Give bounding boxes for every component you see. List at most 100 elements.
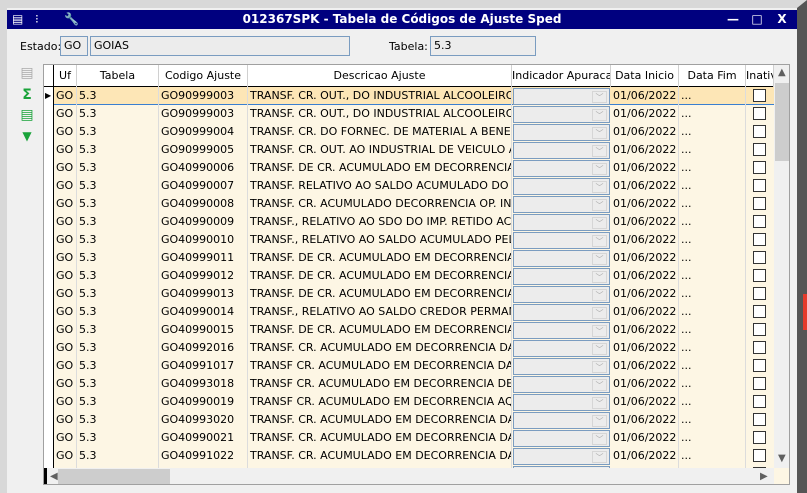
cell-data-fim[interactable]: ... (679, 231, 746, 249)
cell-descricao-ajuste[interactable]: TRANSF. CR. ACUMULADO DECORRENCIA OP. IN… (248, 195, 512, 213)
cell-descricao-ajuste[interactable]: TRANSF., RELATIVO AO SALDO ACUMULADO PEL… (248, 231, 512, 249)
cell-uf[interactable]: GO (54, 393, 77, 411)
inativo-checkbox[interactable] (753, 215, 766, 228)
column-header-data-inicio[interactable]: Data Inicio (611, 65, 679, 87)
cell-tabela[interactable]: 5.3 (77, 321, 159, 339)
chevron-down-icon[interactable]: ﹀ (592, 289, 607, 301)
chevron-down-icon[interactable]: ﹀ (592, 433, 607, 445)
cell-descricao-ajuste[interactable]: TRANSF., RELATIVO AO SDO DO IMP. RETIDO … (248, 213, 512, 231)
cell-data-fim[interactable]: ... (679, 411, 746, 429)
inativo-checkbox[interactable] (753, 359, 766, 372)
cell-data-inicio[interactable]: 01/06/2022 (611, 141, 679, 159)
inativo-checkbox[interactable] (753, 449, 766, 462)
row-indicator[interactable] (44, 249, 54, 267)
scroll-left-icon[interactable]: ◀ (50, 471, 58, 482)
cell-codigo-ajuste[interactable]: GO40992016 (159, 339, 248, 357)
cell-data-inicio[interactable]: 01/06/2022 (611, 249, 679, 267)
chevron-down-icon[interactable]: ﹀ (592, 361, 607, 373)
cell-tabela[interactable]: 5.3 (77, 339, 159, 357)
row-indicator[interactable] (44, 303, 54, 321)
cell-descricao-ajuste[interactable]: TRANSF. CR. DO FORNEC. DE MATERIAL A BEN… (248, 123, 512, 141)
cell-codigo-ajuste[interactable]: GO40999012 (159, 267, 248, 285)
cell-codigo-ajuste[interactable]: GO40990021 (159, 429, 248, 447)
cell-uf[interactable]: GO (54, 87, 77, 105)
cell-tabela[interactable]: 5.3 (77, 429, 159, 447)
indicador-apuracao-select[interactable]: ﹀ (513, 448, 610, 465)
indicador-apuracao-select[interactable]: ﹀ (513, 394, 610, 411)
cell-tabela[interactable]: 5.3 (77, 123, 159, 141)
cell-data-fim[interactable]: ... (679, 105, 746, 123)
chevron-down-icon[interactable]: ﹀ (592, 397, 607, 409)
cell-codigo-ajuste[interactable]: GO90999003 (159, 105, 248, 123)
indicador-apuracao-select[interactable]: ﹀ (513, 214, 610, 231)
table-row[interactable]: GO 5.3 GO90999005 TRANSF. CR. OUT. AO INDUS… (44, 141, 774, 159)
cell-data-fim[interactable]: ... (679, 393, 746, 411)
tabela-field[interactable]: 5.3 (430, 36, 536, 56)
inativo-checkbox[interactable] (753, 305, 766, 318)
cell-uf[interactable]: GO (54, 231, 77, 249)
cell-descricao-ajuste[interactable]: TRANSF. DE CR. ACUMULADO EM DECORRENCIA … (248, 249, 512, 267)
horizontal-scroll-thumb[interactable] (58, 469, 170, 484)
inativo-checkbox[interactable] (753, 233, 766, 246)
cell-data-inicio[interactable]: 01/06/2022 (611, 411, 679, 429)
cell-data-inicio[interactable]: 01/06/2022 (611, 303, 679, 321)
table-row[interactable]: GO 5.3 GO40991017 TRANSF CR. ACUMULADO EM D… (44, 357, 774, 375)
indicador-apuracao-select[interactable]: ﹀ (513, 358, 610, 375)
cell-descricao-ajuste[interactable]: TRANSF. DE CR. ACUMULADO EM DECORRENCIA … (248, 267, 512, 285)
cell-descricao-ajuste[interactable]: TRANSF. CR. ACUMULADO EM DECORRENCIA DA … (248, 447, 512, 465)
indicador-apuracao-select[interactable]: ﹀ (513, 322, 610, 339)
inativo-checkbox[interactable] (753, 269, 766, 282)
chevron-down-icon[interactable]: ﹀ (592, 145, 607, 157)
cell-uf[interactable]: GO (54, 447, 77, 465)
row-indicator[interactable] (44, 321, 54, 339)
indicador-apuracao-select[interactable]: ﹀ (513, 304, 610, 321)
horizontal-scrollbar[interactable]: ◀ ▶ (44, 468, 774, 484)
table-row[interactable]: GO 5.3 GO40990007 TRANSF. RELATIVO AO SALDO… (44, 177, 774, 195)
inativo-checkbox[interactable] (753, 431, 766, 444)
cell-codigo-ajuste[interactable]: GO90999005 (159, 141, 248, 159)
table-row[interactable]: GO 5.3 GO40990014 TRANSF., RELATIVO AO SALD… (44, 303, 774, 321)
cell-data-inicio[interactable]: 01/06/2022 (611, 321, 679, 339)
table-row[interactable]: GO 5.3 GO40993020 TRANSF. CR. ACUMULADO EM … (44, 411, 774, 429)
cell-codigo-ajuste[interactable]: GO40990015 (159, 321, 248, 339)
chevron-down-icon[interactable]: ﹀ (592, 325, 607, 337)
cell-tabela[interactable]: 5.3 (77, 393, 159, 411)
cell-tabela[interactable]: 5.3 (77, 249, 159, 267)
cell-codigo-ajuste[interactable]: GO40991017 (159, 357, 248, 375)
cell-descricao-ajuste[interactable]: TRANSF. CR. OUT., DO INDUSTRIAL ALCOOLEI… (248, 105, 512, 123)
cell-data-inicio[interactable]: 01/06/2022 (611, 213, 679, 231)
cell-codigo-ajuste[interactable]: GO40999013 (159, 285, 248, 303)
export-icon[interactable]: ▤ (20, 107, 34, 123)
cell-tabela[interactable]: 5.3 (77, 285, 159, 303)
row-indicator[interactable] (44, 285, 54, 303)
inativo-checkbox[interactable] (753, 197, 766, 210)
cell-data-fim[interactable]: ... (679, 87, 746, 105)
estado-code-field[interactable]: GO (60, 36, 88, 56)
cell-tabela[interactable]: 5.3 (77, 231, 159, 249)
cell-tabela[interactable]: 5.3 (77, 159, 159, 177)
row-indicator[interactable] (44, 159, 54, 177)
cell-data-fim[interactable]: ... (679, 285, 746, 303)
cell-uf[interactable]: GO (54, 321, 77, 339)
row-indicator[interactable] (44, 213, 54, 231)
cell-data-fim[interactable]: ... (679, 213, 746, 231)
cell-codigo-ajuste[interactable]: GO40990008 (159, 195, 248, 213)
cell-data-fim[interactable]: ... (679, 123, 746, 141)
cell-tabela[interactable]: 5.3 (77, 303, 159, 321)
cell-uf[interactable]: GO (54, 159, 77, 177)
cell-descricao-ajuste[interactable]: TRANSF. CR. ACUMULADO EM DECORRENCIA DA … (248, 411, 512, 429)
chevron-down-icon[interactable]: ﹀ (592, 253, 607, 265)
cell-tabela[interactable]: 5.3 (77, 375, 159, 393)
table-row-selected[interactable]: ▶ GO 5.3 GO90999003 TRANSF. CR. OUT., DO IND… (44, 87, 774, 105)
cell-descricao-ajuste[interactable]: TRANSF. CR. ACUMULADO EM DECORRENCIA DA … (248, 339, 512, 357)
indicador-apuracao-select[interactable]: ﹀ (513, 196, 610, 213)
table-row[interactable]: GO 5.3 GO40990008 TRANSF. CR. ACUMULADO DEC… (44, 195, 774, 213)
chevron-down-icon[interactable]: ﹀ (592, 163, 607, 175)
column-header-inativo[interactable]: Inativ (746, 65, 774, 87)
row-indicator[interactable] (44, 375, 54, 393)
cell-uf[interactable]: GO (54, 195, 77, 213)
cell-tabela[interactable]: 5.3 (77, 213, 159, 231)
add-record-icon[interactable]: ▤ (20, 65, 34, 81)
column-header-codigo-ajuste[interactable]: Codigo Ajuste (159, 65, 248, 87)
cell-descricao-ajuste[interactable]: TRANSF. DE CR. ACUMULADO EM DECORRENCIA … (248, 159, 512, 177)
